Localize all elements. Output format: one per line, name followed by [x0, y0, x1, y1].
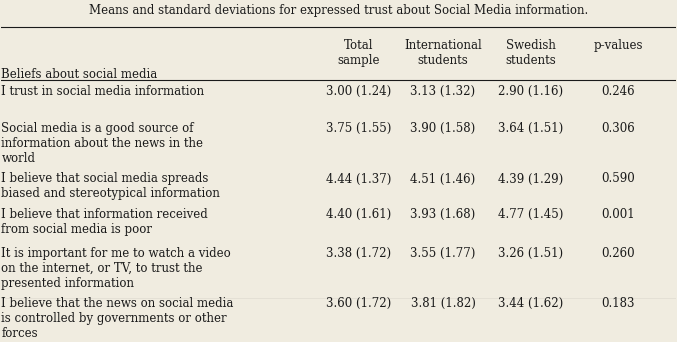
Text: Total
sample: Total sample	[337, 39, 380, 67]
Text: Means and standard deviations for expressed trust about Social Media information: Means and standard deviations for expres…	[89, 4, 588, 17]
Text: I trust in social media information: I trust in social media information	[1, 85, 204, 98]
Text: 0.183: 0.183	[602, 298, 635, 311]
Text: 3.60 (1.72): 3.60 (1.72)	[326, 298, 391, 311]
Text: Swedish
students: Swedish students	[505, 39, 556, 67]
Text: 0.001: 0.001	[601, 208, 635, 221]
Text: 3.64 (1.51): 3.64 (1.51)	[498, 122, 563, 135]
Text: 4.51 (1.46): 4.51 (1.46)	[410, 172, 476, 185]
Text: 0.246: 0.246	[601, 85, 635, 98]
Text: 4.39 (1.29): 4.39 (1.29)	[498, 172, 563, 185]
Text: 0.260: 0.260	[601, 247, 635, 260]
Text: 0.306: 0.306	[601, 122, 635, 135]
Text: 3.38 (1.72): 3.38 (1.72)	[326, 247, 391, 260]
Text: 3.81 (1.82): 3.81 (1.82)	[410, 298, 475, 311]
Text: Social media is a good source of
information about the news in the
world: Social media is a good source of informa…	[1, 122, 203, 165]
Text: 3.13 (1.32): 3.13 (1.32)	[410, 85, 475, 98]
Text: 3.75 (1.55): 3.75 (1.55)	[326, 122, 391, 135]
Text: 3.26 (1.51): 3.26 (1.51)	[498, 247, 563, 260]
Text: 3.90 (1.58): 3.90 (1.58)	[410, 122, 476, 135]
Text: 3.44 (1.62): 3.44 (1.62)	[498, 298, 563, 311]
Text: Beliefs about social media: Beliefs about social media	[1, 68, 158, 81]
Text: p-values: p-values	[594, 39, 643, 52]
Text: 0.590: 0.590	[601, 172, 635, 185]
Text: 2.90 (1.16): 2.90 (1.16)	[498, 85, 563, 98]
Text: 4.77 (1.45): 4.77 (1.45)	[498, 208, 563, 221]
Text: It is important for me to watch a video
on the internet, or TV, to trust the
pre: It is important for me to watch a video …	[1, 247, 231, 290]
Text: I believe that the news on social media
is controlled by governments or other
fo: I believe that the news on social media …	[1, 298, 234, 340]
Text: 4.44 (1.37): 4.44 (1.37)	[326, 172, 391, 185]
Text: 4.40 (1.61): 4.40 (1.61)	[326, 208, 391, 221]
Text: I believe that social media spreads
biased and stereotypical information: I believe that social media spreads bias…	[1, 172, 220, 200]
Text: 3.93 (1.68): 3.93 (1.68)	[410, 208, 476, 221]
Text: I believe that information received
from social media is poor: I believe that information received from…	[1, 208, 208, 236]
Text: 3.00 (1.24): 3.00 (1.24)	[326, 85, 391, 98]
Text: 3.55 (1.77): 3.55 (1.77)	[410, 247, 476, 260]
Text: International
students: International students	[404, 39, 482, 67]
